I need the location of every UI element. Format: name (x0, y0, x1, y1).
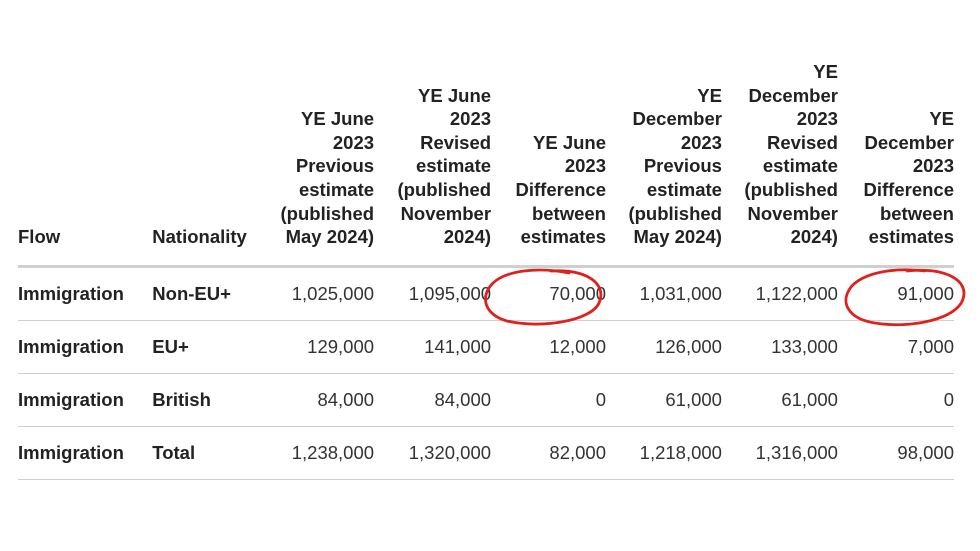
nationality-cell: British (152, 373, 261, 427)
table-row: Immigration Total 1,238,000 1,320,000 82… (18, 426, 954, 480)
value-cell: 82,000 (491, 426, 606, 480)
value-cell: 84,000 (260, 373, 375, 427)
column-header-ye-june-revised: YE June 2023 Revised estimate (published… (397, 84, 492, 248)
table-row: Immigration EU+ 129,000 141,000 12,000 1… (18, 320, 954, 374)
column-header-ye-december-previous: YE December 2023 Previous estimate (publ… (628, 84, 722, 248)
value-cell: 7,000 (837, 320, 954, 374)
value-cell: 1,031,000 (606, 266, 722, 321)
nationality-cell: EU+ (152, 320, 261, 374)
flow-cell: Immigration (18, 320, 153, 374)
difference-cell-highlighted: 70,000 (484, 266, 606, 326)
nationality-cell: Total (152, 426, 261, 480)
value-cell: 1,238,000 (260, 426, 375, 480)
column-header-ye-june-previous: YE June 2023 Previous estimate (publishe… (280, 108, 375, 248)
value-cell: 133,000 (721, 320, 838, 374)
value-cell: 129,000 (260, 320, 375, 374)
value-cell: 61,000 (606, 373, 722, 427)
value-cell: 12,000 (491, 320, 606, 374)
value-cell: 1,218,000 (606, 426, 722, 480)
difference-value: 70,000 (549, 282, 606, 304)
flow-cell: Immigration (18, 373, 153, 427)
value-cell: 1,320,000 (374, 426, 492, 480)
estimates-table-container: Flow Nationality YE June 2023 Previous e… (18, 60, 966, 480)
value-cell: 1,095,000 (374, 266, 492, 321)
column-header-ye-december-revised: YE December 2023 Revised estimate (publi… (744, 61, 838, 248)
column-header-flow: Flow (18, 226, 61, 248)
header-row: Flow Nationality YE June 2023 Previous e… (18, 60, 954, 267)
value-cell: 126,000 (606, 320, 722, 374)
value-cell: 61,000 (721, 373, 838, 427)
difference-value: 91,000 (897, 282, 954, 304)
nationality-cell: Non-EU+ (152, 266, 261, 321)
column-header-ye-december-difference: YE December 2023 Difference between esti… (863, 108, 954, 248)
value-cell: 98,000 (837, 426, 954, 480)
value-cell: 0 (491, 373, 606, 427)
difference-cell-highlighted: 91,000 (837, 266, 966, 326)
table-row: Immigration Non-EU+ 1,025,000 1,095,000 … (18, 266, 966, 326)
flow-cell: Immigration (18, 266, 153, 321)
value-cell: 1,122,000 (721, 266, 838, 321)
value-cell: 0 (837, 373, 954, 427)
value-cell: 1,316,000 (721, 426, 838, 480)
value-cell: 141,000 (374, 320, 492, 374)
value-cell: 84,000 (374, 373, 492, 427)
column-header-ye-june-difference: YE June 2023 Difference between estimate… (515, 131, 606, 248)
table-row: Immigration British 84,000 84,000 0 61,0… (18, 373, 954, 427)
estimates-table: Flow Nationality YE June 2023 Previous e… (18, 60, 966, 480)
flow-cell: Immigration (18, 426, 153, 480)
column-header-nationality: Nationality (152, 226, 247, 248)
value-cell: 1,025,000 (260, 266, 375, 321)
